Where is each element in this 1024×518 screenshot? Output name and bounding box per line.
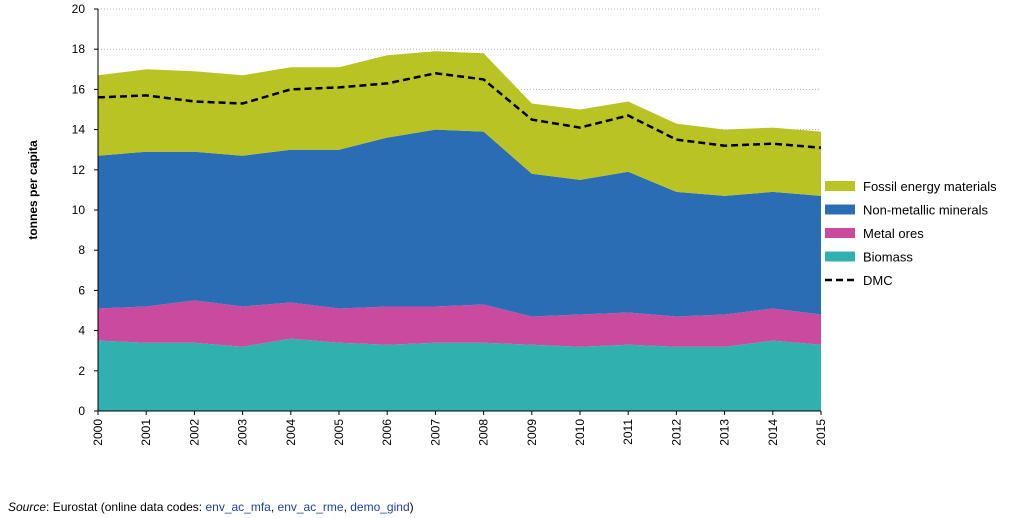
x-tick-label: 2008: [477, 419, 491, 446]
lines: [97, 72, 822, 149]
area-non-metallic-minerals: [98, 129, 821, 317]
source-note: Source: Eurostat (online data codes: env…: [8, 500, 414, 514]
legend-swatch: [825, 204, 855, 215]
x-tick-label: 2007: [428, 419, 442, 446]
x-tick-label: 2012: [669, 419, 683, 446]
x-tick-label: 2002: [187, 419, 201, 446]
y-tick-label: 2: [78, 364, 85, 378]
x-ticks: 2000 2001 2002 2003 2004 2005 2006 2007 2008 2009…: [91, 411, 828, 446]
x-tick-label: 2009: [525, 419, 539, 446]
x-tick-label: 2003: [236, 419, 250, 446]
area-fossil-energy-materials: [98, 51, 821, 196]
legend-swatch: [825, 181, 855, 191]
x-tick-label: 2000: [91, 419, 105, 446]
y-ticks: 0 2 4 6 8 10 12 14 16 18 20: [72, 2, 98, 418]
legend-label: Metal ores: [863, 226, 924, 241]
source-separator: ,: [270, 500, 278, 514]
x-tick-label: 2015: [814, 419, 828, 446]
source-suffix: ): [409, 500, 414, 514]
y-tick-label: 20: [72, 2, 86, 16]
y-tick-label: 18: [72, 42, 86, 56]
y-tick-label: 4: [78, 324, 85, 338]
area-biomass: [98, 338, 821, 411]
legend-label: Non-metallic minerals: [863, 203, 988, 218]
legend-swatch: [825, 251, 855, 262]
x-tick-label: 2001: [139, 419, 153, 446]
y-tick-label: 12: [72, 163, 86, 177]
x-tick-label: 2013: [718, 419, 732, 446]
x-tick-label: 2010: [573, 419, 587, 446]
source-label: Source: [8, 500, 47, 514]
y-tick-label: 0: [78, 404, 85, 418]
x-tick-label: 2005: [332, 419, 346, 446]
legend-swatch: [825, 228, 855, 238]
source-code-link[interactable]: env_ac_mfa: [205, 500, 271, 514]
x-tick-label: 2011: [621, 419, 635, 445]
line-dmc: [97, 72, 822, 149]
y-tick-label: 6: [78, 283, 85, 297]
legend-label: Biomass: [863, 250, 913, 265]
y-tick-label: 10: [72, 203, 86, 217]
source-separator: ,: [343, 500, 351, 514]
x-tick-label: 2014: [766, 419, 780, 446]
y-tick-label: 8: [78, 243, 85, 257]
legend-label: Fossil energy materials: [863, 179, 997, 194]
legend: Fossil energy materials Non-metallic mine…: [825, 179, 997, 288]
area-metal-ores: [98, 300, 821, 347]
x-tick-label: 2004: [284, 419, 298, 446]
source-code-link[interactable]: demo_gind: [350, 500, 410, 514]
areas: [98, 51, 821, 411]
y-axis-label: tonnes per capita: [26, 140, 40, 240]
source-code-link[interactable]: env_ac_rme: [277, 500, 344, 514]
x-tick-label: 2006: [380, 419, 394, 446]
legend-label: DMC: [863, 273, 893, 288]
source-prefix: : Eurostat (online data codes:: [46, 500, 206, 514]
y-tick-label: 16: [72, 82, 86, 96]
y-tick-label: 14: [72, 123, 86, 137]
